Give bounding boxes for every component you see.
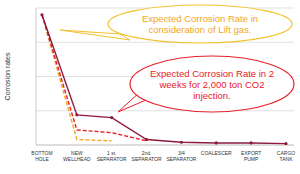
x-tick-label-line: SEPARATOR: [166, 156, 196, 162]
x-tick-label-line: TANK: [280, 156, 294, 162]
x-tick-label-line: WELLHEAD: [63, 156, 91, 162]
callout-text: injection.: [193, 90, 231, 101]
callout-ellipse: [130, 56, 294, 112]
series-marker: [40, 13, 43, 16]
series-line: [42, 15, 286, 144]
x-tick-label-line: SEPARATOR: [97, 156, 127, 162]
x-axis: [36, 145, 294, 146]
x-tick-label: 3/4SEPARATOR: [166, 150, 196, 162]
callout-text: Expected Corrosion Rate in: [142, 13, 258, 24]
series-marker: [284, 142, 287, 145]
x-tick-label-line: SEPARATOR: [132, 156, 162, 162]
series-marker: [215, 141, 218, 144]
x-tick-label: CARGOTANK: [277, 150, 295, 162]
chart: Corrosion rates BOTTOMHOLE NEWWELLHEAD 1 st…: [0, 0, 300, 174]
callout-text: Expected Corrosion Rate in 2: [150, 68, 274, 79]
x-tick-label-line: COALESCER: [201, 150, 232, 156]
x-tick-label-line: HOLE: [35, 156, 49, 162]
callout-text: weeks for 2,000 ton CO2: [158, 79, 264, 90]
x-tick-label: NEWWELLHEAD: [63, 150, 91, 162]
series-marker: [75, 113, 78, 116]
plot-area: [40, 13, 287, 145]
callout-ellipse: [108, 5, 292, 43]
grid-line: [36, 145, 294, 146]
x-tick-label: COALESCER: [201, 150, 232, 156]
x-tick-label: 2nd.SEPARATOR: [132, 150, 162, 162]
y-axis-title: Corrosion rates: [4, 52, 11, 100]
x-tick-label-line: PUMP: [244, 156, 259, 162]
x-tick-label: 1 st.SEPARATOR: [97, 150, 127, 162]
callout-text: consideration of Lift gas.: [149, 24, 252, 35]
x-tick-label: EXPORTPUMP: [241, 150, 261, 162]
series-marker: [180, 141, 183, 144]
series-marker: [145, 138, 148, 141]
y-axis: [36, 8, 37, 145]
series-marker: [250, 141, 253, 144]
series-marker: [110, 116, 113, 119]
x-tick-label: BOTTOMHOLE: [31, 150, 52, 162]
